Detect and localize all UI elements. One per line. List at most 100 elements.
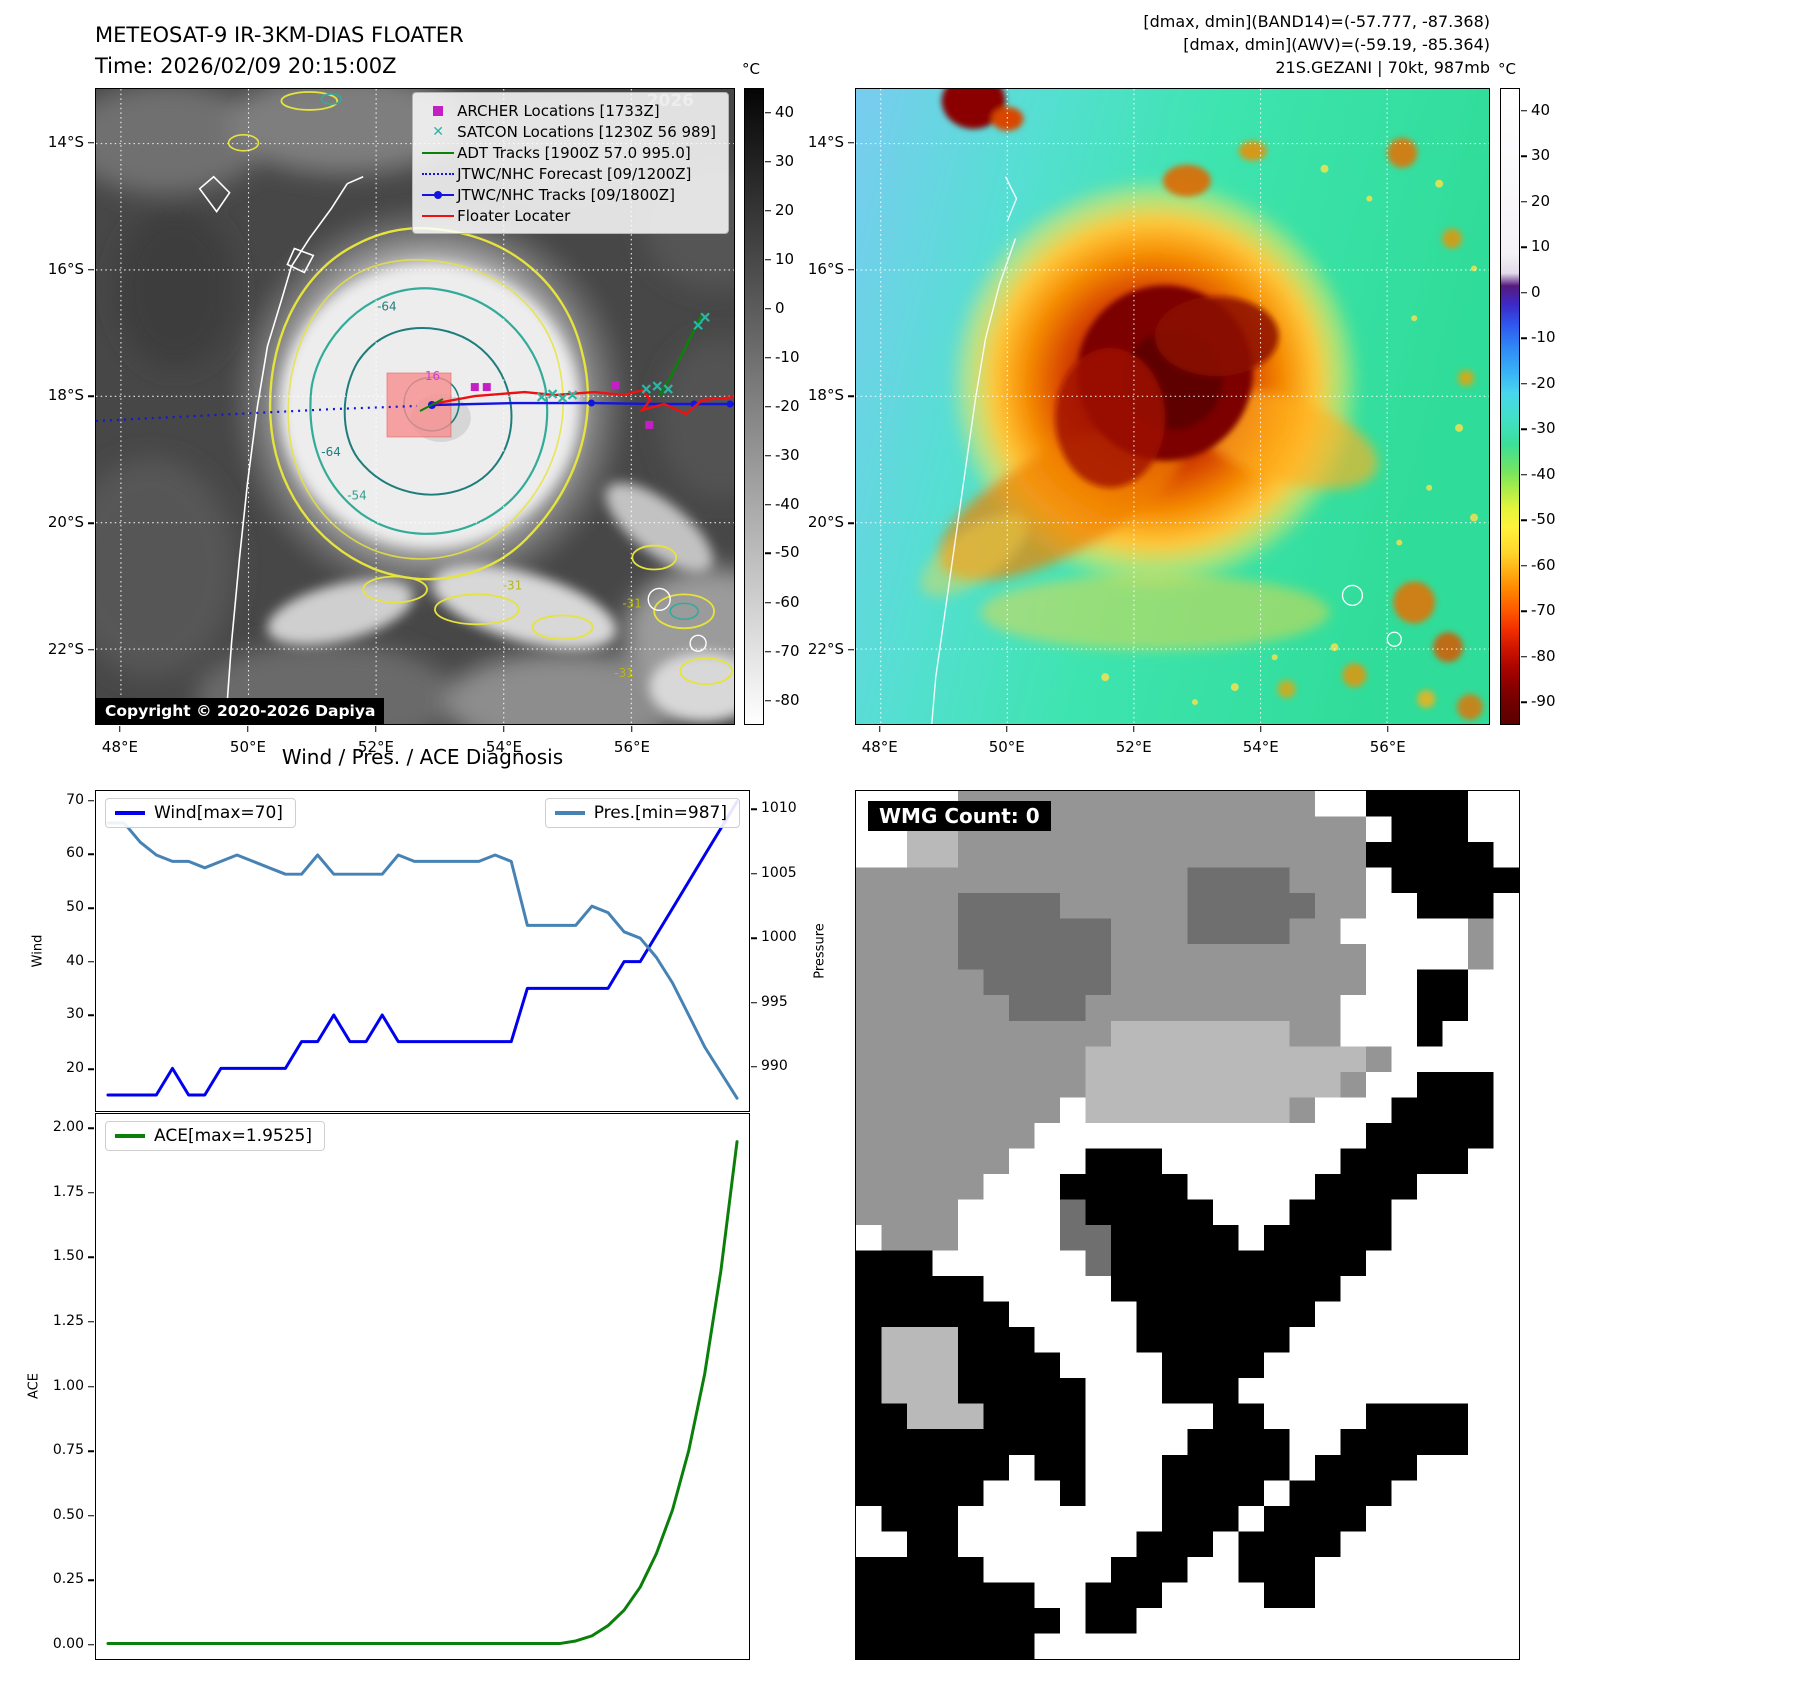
tick-label: 30 <box>66 1006 84 1023</box>
tick-mark <box>88 395 94 398</box>
tick-label: 2.00 <box>52 1119 84 1136</box>
tick-label: 22°S <box>807 639 844 658</box>
pressure-legend: Pres.[min=987] <box>544 798 740 828</box>
tick-label: -50 <box>1531 510 1556 529</box>
legend-label: Pres.[min=987] <box>593 803 727 823</box>
tick-mark <box>765 405 771 408</box>
legend-marker <box>419 172 457 175</box>
tick-label: 40 <box>1531 100 1551 119</box>
tick-label: 20°S <box>807 513 844 532</box>
colorbar-unit-right: °C <box>1498 60 1516 78</box>
tick-mark <box>765 650 771 653</box>
tick-label: 14°S <box>47 132 84 151</box>
wind-pressure-lines <box>106 800 739 1100</box>
contour-labels: -64 -64 -54 16 -31 -31 -31 <box>321 299 642 680</box>
wmg-plot: WMG Count: 0 <box>855 790 1520 1660</box>
track-overlays <box>96 312 734 429</box>
tick-label: -30 <box>1531 419 1556 438</box>
tick-label: 0 <box>1531 282 1541 301</box>
tick-label: 40 <box>775 102 795 121</box>
tick-label: -20 <box>775 396 800 415</box>
legend-label: ARCHER Locations [1733Z] <box>457 101 660 120</box>
storm-cold-core <box>1055 285 1279 488</box>
tick-label: 56°E <box>613 738 650 756</box>
tick-label: 40 <box>66 952 84 969</box>
ace-line-svg <box>106 1140 739 1646</box>
tick-mark <box>1521 337 1527 339</box>
legend-item: JTWC/NHC Tracks [09/1800Z] <box>419 184 716 205</box>
grayscale-colorbar-gradient <box>744 88 764 725</box>
tick-label: 20 <box>66 1060 84 1077</box>
tick-mark <box>1521 474 1527 476</box>
tick-label: 10 <box>775 249 795 268</box>
tick-label: 0.75 <box>52 1442 84 1459</box>
tick-mark <box>765 160 771 163</box>
tick-mark <box>88 1192 94 1194</box>
tick-label: 48°E <box>861 738 898 756</box>
track-point <box>726 400 734 408</box>
legend-label: SATCON Locations [1230Z 56 989] <box>457 122 716 141</box>
wind-pressure-chart: Wind[max=70] Pres.[min=987] 20 30 40 50 60 70 9… <box>66 790 797 1112</box>
tick-label: -80 <box>775 690 800 709</box>
legend-marker <box>419 190 457 199</box>
tick-label: 50 <box>66 899 84 916</box>
tick-label: 30 <box>775 151 795 170</box>
legend-label: Floater Locater <box>457 206 571 225</box>
tick-mark <box>1521 292 1527 294</box>
tick-mark <box>751 808 757 811</box>
ir-color-plot <box>855 88 1490 725</box>
tick-label: 50°E <box>988 738 1025 756</box>
tick-mark <box>88 1068 94 1070</box>
tick-mark <box>848 395 854 398</box>
contour-label: -31 <box>622 596 642 610</box>
tick-label: -50 <box>775 543 800 562</box>
tick-mark <box>1521 519 1527 521</box>
grayscale-colorbar: 40 30 20 10 0 -10 -20 -30 -40 -50 -60 -70 -80 <box>744 88 800 725</box>
tick-mark <box>88 649 94 651</box>
tick-mark <box>751 937 757 939</box>
tick-mark <box>88 960 94 963</box>
legend-label: ADT Tracks [1900Z 57.0 995.0] <box>457 143 691 162</box>
ace-legend: ACE[max=1.9525] <box>105 1121 325 1151</box>
tick-mark <box>1260 726 1262 732</box>
tick-mark <box>88 1127 94 1130</box>
coastline <box>931 176 1018 724</box>
tick-mark <box>765 552 771 555</box>
ace-axis-label: ACE <box>26 1373 42 1399</box>
ace-plot: ACE[max=1.9525] <box>95 1113 750 1660</box>
temperature-contours <box>227 91 733 686</box>
wind-line <box>106 800 739 1097</box>
tick-label: 70 <box>66 791 84 808</box>
wind-pressure-plot: Wind[max=70] Pres.[min=987] <box>95 790 750 1112</box>
tick-mark <box>1521 110 1527 112</box>
legend-item: ✕ SATCON Locations [1230Z 56 989] <box>419 121 716 142</box>
legend-marker <box>419 105 457 116</box>
tick-mark <box>848 268 854 271</box>
tick-label: 16°S <box>807 259 844 278</box>
island-outlines <box>1341 584 1402 647</box>
tick-label: 52°E <box>1115 738 1152 756</box>
tick-mark <box>765 258 771 261</box>
tick-label: 10 <box>1531 237 1551 256</box>
tick-label: -70 <box>1531 601 1556 620</box>
tick-mark <box>88 1514 94 1517</box>
ace-line <box>106 1140 739 1646</box>
tick-mark <box>88 1321 94 1323</box>
tick-mark <box>1521 565 1527 567</box>
contour-label: -64 <box>377 299 397 313</box>
contour-label: -64 <box>321 445 341 459</box>
tick-mark <box>1521 428 1527 430</box>
tick-label: 20°S <box>47 513 84 532</box>
ir-color-panel: 48°E 50°E 52°E 54°E 56°E 14°S 16°S 18°S 20°S 22°S <box>808 88 1490 756</box>
tick-label: 1000 <box>761 929 797 946</box>
tick-label: -10 <box>1531 328 1556 347</box>
tick-mark <box>88 1643 94 1646</box>
tick-label: 18°S <box>807 386 844 405</box>
tick-label: 995 <box>761 993 788 1010</box>
tick-label: 1005 <box>761 864 797 881</box>
legend-marker: ✕ <box>419 125 457 139</box>
tick-mark <box>765 307 771 310</box>
peripheral-cold-patches <box>941 89 1484 721</box>
jtwc-forecast-line <box>96 404 418 423</box>
